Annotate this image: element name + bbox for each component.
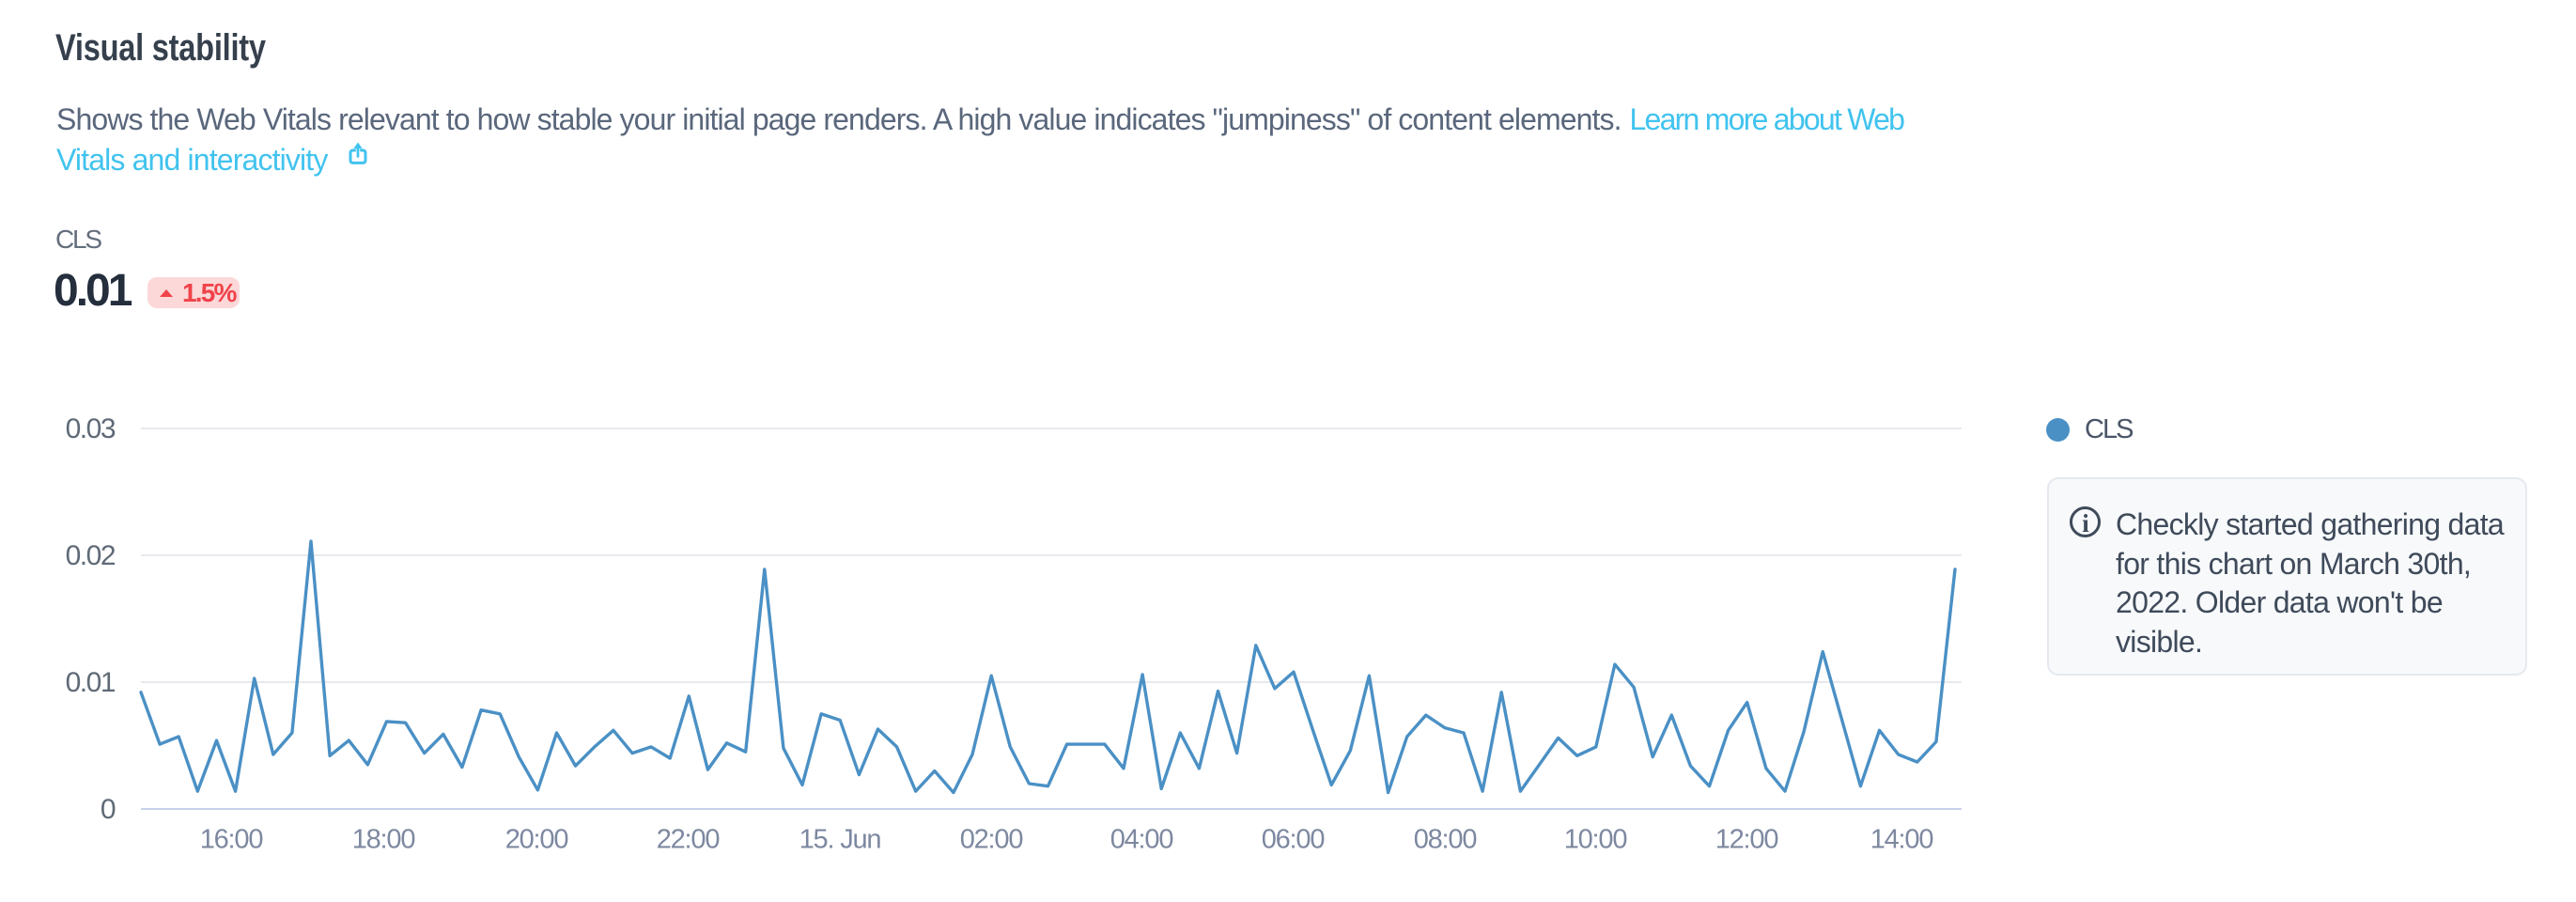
svg-text:06:00: 06:00 [1262,825,1325,855]
svg-text:16:00: 16:00 [200,825,263,855]
svg-text:20:00: 20:00 [505,825,568,855]
svg-text:0: 0 [101,794,116,825]
svg-text:02:00: 02:00 [960,825,1023,855]
svg-text:15. Jun: 15. Jun [799,825,881,855]
svg-text:0.01: 0.01 [66,667,116,698]
svg-text:14:00: 14:00 [1870,825,1933,855]
svg-text:0.03: 0.03 [66,413,116,444]
svg-text:10:00: 10:00 [1564,825,1627,855]
svg-text:0.02: 0.02 [66,540,116,571]
svg-text:04:00: 04:00 [1110,825,1173,855]
svg-text:22:00: 22:00 [657,825,720,855]
svg-text:08:00: 08:00 [1414,825,1477,855]
svg-text:18:00: 18:00 [352,825,415,855]
svg-text:12:00: 12:00 [1715,825,1778,855]
svg-text:i: i [2082,509,2089,537]
